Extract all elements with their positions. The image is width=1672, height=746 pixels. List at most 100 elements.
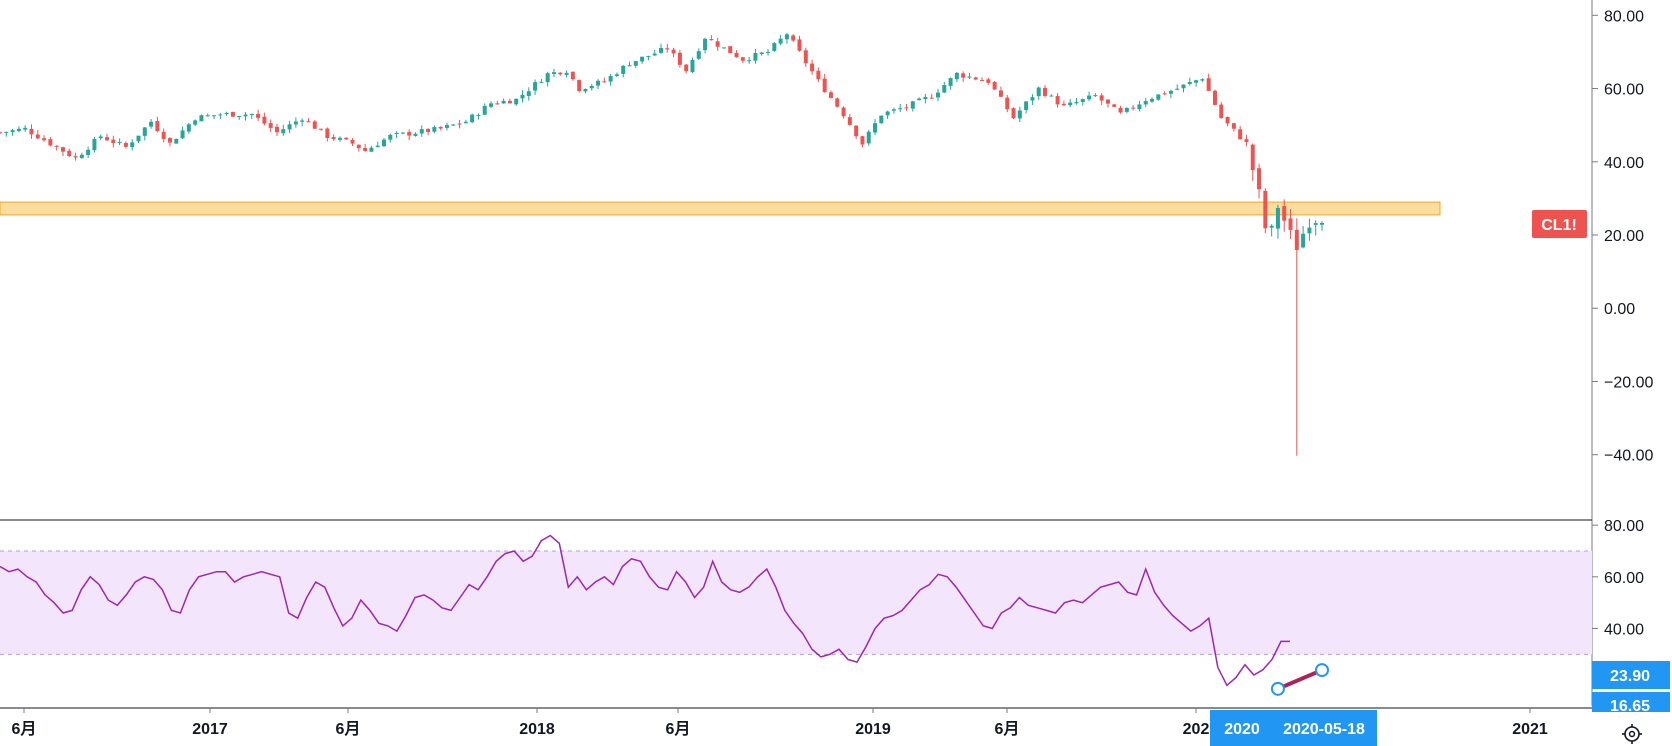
candle: [1301, 226, 1306, 249]
candle: [1150, 97, 1155, 103]
candle: [79, 152, 84, 159]
candle: [4, 131, 9, 137]
candle: [463, 119, 468, 124]
candle: [558, 72, 563, 76]
candle: [652, 49, 657, 56]
time-highlight-date: 2020-05-18: [1283, 721, 1365, 738]
candle: [1238, 126, 1243, 140]
candle: [369, 145, 374, 152]
candle: [514, 98, 519, 106]
candle: [117, 138, 122, 146]
time-tick: 2019: [855, 721, 891, 738]
candle: [1017, 106, 1022, 123]
candle: [1061, 100, 1066, 106]
rsi-second-tag: 16.65: [1610, 698, 1650, 715]
candle: [111, 135, 116, 148]
price-tick: 40.00: [1604, 155, 1644, 172]
candle: [470, 113, 475, 124]
candle: [860, 135, 865, 148]
trend-line[interactable]: [1277, 668, 1323, 691]
price-tick: 60.00: [1604, 82, 1644, 99]
candle: [954, 71, 959, 83]
candle: [929, 93, 934, 99]
price-tick: 80.00: [1604, 8, 1644, 25]
candle: [451, 124, 456, 127]
candle: [287, 120, 292, 134]
price-tick: 20.00: [1604, 228, 1644, 245]
candle: [564, 70, 569, 78]
candle: [394, 131, 399, 139]
candle: [400, 132, 405, 135]
candle: [1257, 163, 1262, 199]
candle: [797, 35, 802, 52]
candle: [1137, 100, 1142, 112]
candle: [1124, 107, 1129, 114]
symbol-price-tag-label: CL1!: [1541, 217, 1577, 234]
time-axis[interactable]: 6月 2017 6月 2018 6月 2019 6月 202 2021 2020 2020-05…: [0, 707, 1592, 746]
candle: [262, 112, 267, 126]
candle: [715, 37, 720, 51]
price-axis[interactable]: 80.00 60.00 40.00 20.00 0.00 −20.00 −40.00 CL1…: [1532, 0, 1653, 706]
candle: [325, 127, 330, 142]
candle: [205, 113, 210, 117]
candle: [816, 67, 821, 83]
candle: [495, 100, 500, 105]
candle: [841, 106, 846, 119]
candle: [923, 93, 928, 104]
candle: [873, 118, 878, 136]
candle: [92, 136, 97, 153]
candle: [828, 90, 833, 99]
candle: [86, 146, 91, 158]
candle: [268, 119, 273, 133]
candle: [1099, 93, 1104, 105]
candles: [0, 32, 1324, 456]
candle: [633, 61, 638, 68]
gear-icon[interactable]: [1622, 724, 1642, 744]
candle: [1105, 99, 1110, 108]
candle: [155, 116, 160, 133]
candle: [432, 125, 437, 134]
candle: [980, 77, 985, 82]
candle: [1250, 143, 1255, 181]
candle: [602, 77, 607, 83]
candle: [948, 77, 953, 90]
candle: [803, 47, 808, 67]
candle: [665, 44, 670, 53]
candle: [130, 139, 135, 151]
candle: [1080, 98, 1085, 106]
candle: [306, 118, 311, 123]
candle: [577, 79, 582, 93]
candle: [1036, 86, 1041, 100]
candle: [728, 46, 733, 54]
time-tick: 202: [1183, 721, 1210, 738]
candle: [331, 134, 336, 141]
candle: [413, 132, 418, 137]
candle: [614, 72, 619, 78]
candle: [917, 97, 922, 101]
candle: [1194, 79, 1199, 87]
candle: [766, 49, 771, 56]
highlight-zone[interactable]: [0, 201, 1441, 216]
trend-line-handle-end[interactable]: [1315, 663, 1329, 678]
candle: [212, 115, 217, 120]
candle: [690, 57, 695, 74]
candle: [1219, 102, 1224, 119]
rsi-pane[interactable]: 80.00 60.00 40.00 16.65 23.90: [0, 518, 1670, 715]
candle: [772, 42, 777, 52]
candle: [551, 68, 556, 78]
candle: [659, 43, 663, 54]
candle: [1024, 101, 1029, 114]
candle: [1112, 103, 1117, 107]
candle: [476, 113, 481, 120]
candle: [419, 125, 424, 137]
price-pane[interactable]: [0, 32, 1441, 456]
rsi-tick: 60.00: [1604, 570, 1644, 587]
candle: [627, 61, 632, 67]
candle: [457, 119, 462, 129]
trend-line-handle-start[interactable]: [1270, 681, 1285, 696]
candle: [344, 137, 349, 141]
candle: [16, 126, 21, 133]
time-tick: 2017: [192, 721, 228, 738]
candle: [891, 107, 896, 114]
candle: [1288, 208, 1293, 239]
